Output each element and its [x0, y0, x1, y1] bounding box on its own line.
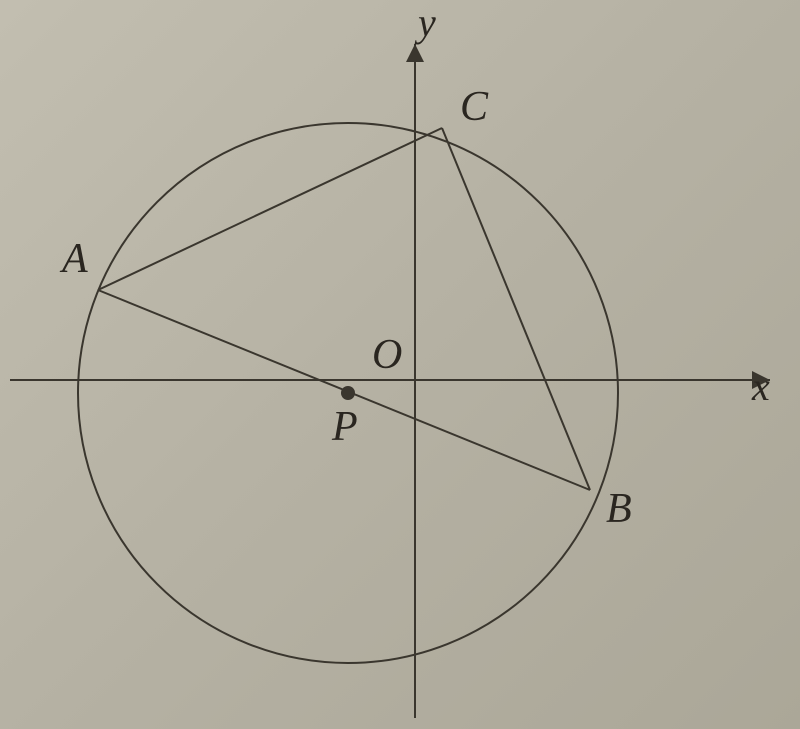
- origin-label-o: O: [372, 332, 402, 378]
- x-axis-label: x: [751, 364, 770, 409]
- y-axis-label: y: [414, 0, 436, 45]
- center-label-p: P: [331, 404, 358, 450]
- point-label-c: C: [460, 84, 489, 130]
- point-label-b: B: [606, 486, 632, 532]
- center-point-p: [341, 386, 355, 400]
- point-label-a: A: [59, 236, 88, 282]
- geometry-diagram: x y A B C O P: [0, 0, 800, 729]
- y-axis-arrow: [406, 44, 424, 62]
